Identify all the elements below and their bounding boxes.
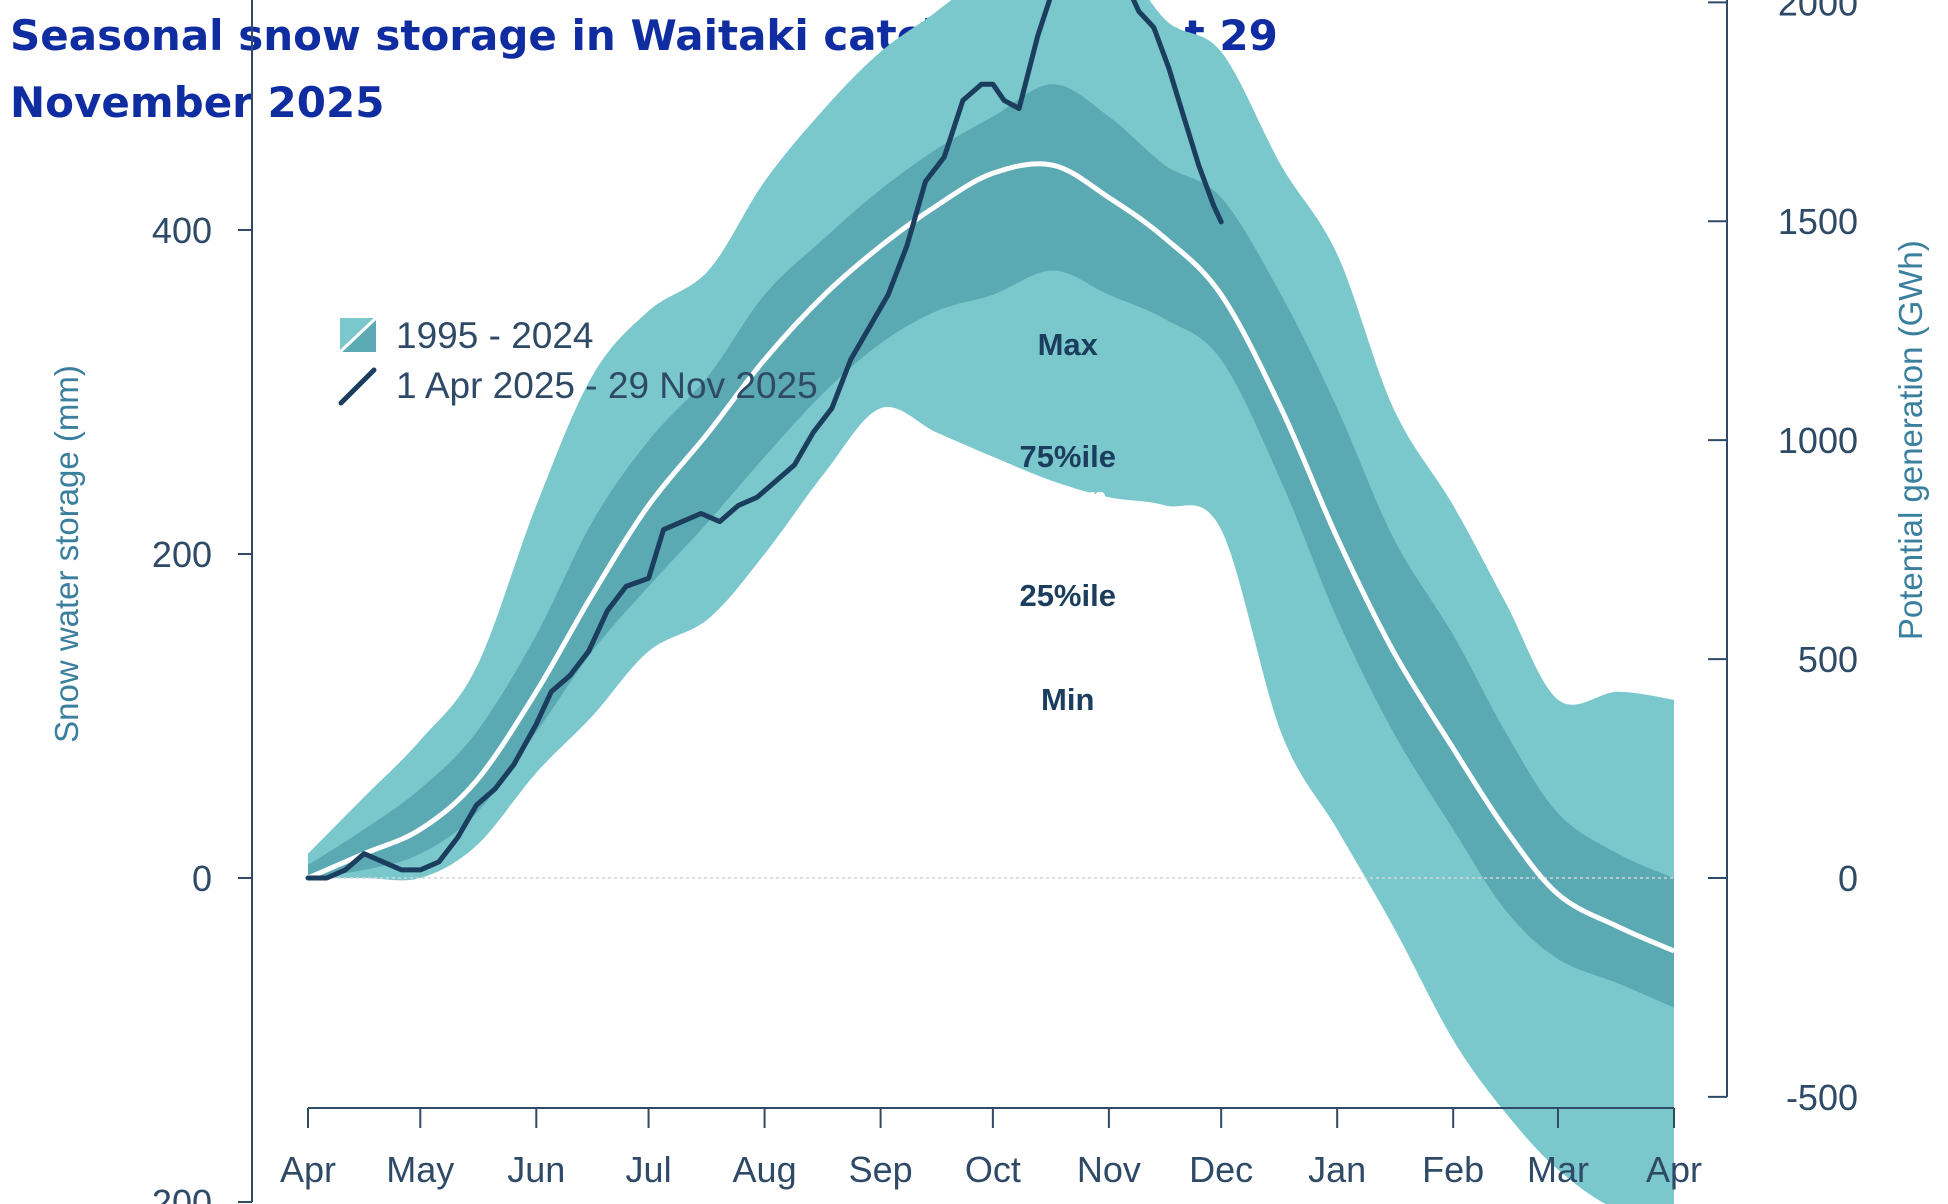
month-tick-label: Jun: [507, 1149, 565, 1190]
legend-label-line: 1 Apr 2025 - 29 Nov 2025: [396, 365, 818, 406]
band-label-max: Max: [1038, 327, 1099, 362]
band-min-max: [308, 0, 1674, 1204]
month-tick-label: Mar: [1527, 1149, 1589, 1190]
right-axis-tick-label: 2000: [1778, 0, 1858, 23]
band-25-75-percentile: [308, 84, 1674, 1008]
band-label-min: Min: [1041, 682, 1094, 717]
left-axis-tick-label: 0: [192, 858, 212, 899]
current-season-line: [305, 0, 1224, 881]
month-tick-label: Dec: [1189, 1149, 1253, 1190]
left-axis-title: Snow water storage (mm): [48, 365, 85, 743]
month-tick-label: Oct: [965, 1149, 1021, 1190]
legend: 1995 - 2024 1 Apr 2025 - 29 Nov 2025: [338, 315, 818, 406]
month-tick-label: Jul: [626, 1149, 672, 1190]
right-axis-title: Potential generation (GWh): [1892, 240, 1929, 640]
percentile-bands: [308, 0, 1674, 1204]
band-labels: Max 75%ile Mean 25%ile Min: [1019, 327, 1116, 717]
left-axis-tick-label: 200: [152, 534, 212, 575]
right-axis-tick-label: 0: [1838, 858, 1858, 899]
legend-swatch-line: [338, 367, 377, 406]
month-tick-label: Nov: [1077, 1149, 1141, 1190]
legend-swatch-band: [338, 316, 378, 354]
month-tick-label: Aug: [733, 1149, 797, 1190]
legend-label-band: 1995 - 2024: [396, 315, 594, 356]
legend-swatch-band-diagonal: [338, 316, 378, 354]
right-axis-tick-label: 1500: [1778, 201, 1858, 242]
series-lines: [305, 0, 1675, 954]
month-tick-label: May: [386, 1149, 454, 1190]
month-tick-label: Sep: [849, 1149, 913, 1190]
right-axis-tick-label: 500: [1798, 639, 1858, 680]
month-tick-label: Jan: [1308, 1149, 1366, 1190]
month-tick-label: Feb: [1422, 1149, 1484, 1190]
axes: -2000200400600Snow water storage (mm)-50…: [48, 0, 1929, 1204]
band-label-25-percentile: 25%ile: [1019, 578, 1116, 613]
right-axis-tick-label: -500: [1786, 1077, 1858, 1118]
band-label-mean: Mean: [1028, 480, 1107, 515]
band-label-75-percentile: 75%ile: [1019, 439, 1116, 474]
mean-line: [307, 161, 1675, 954]
right-axis-tick-label: 1000: [1778, 420, 1858, 461]
month-tick-label: Apr: [280, 1149, 336, 1190]
left-axis-tick-label: -200: [140, 1182, 212, 1204]
left-axis-tick-label: 400: [152, 210, 212, 251]
month-tick-label: Apr: [1646, 1149, 1702, 1190]
